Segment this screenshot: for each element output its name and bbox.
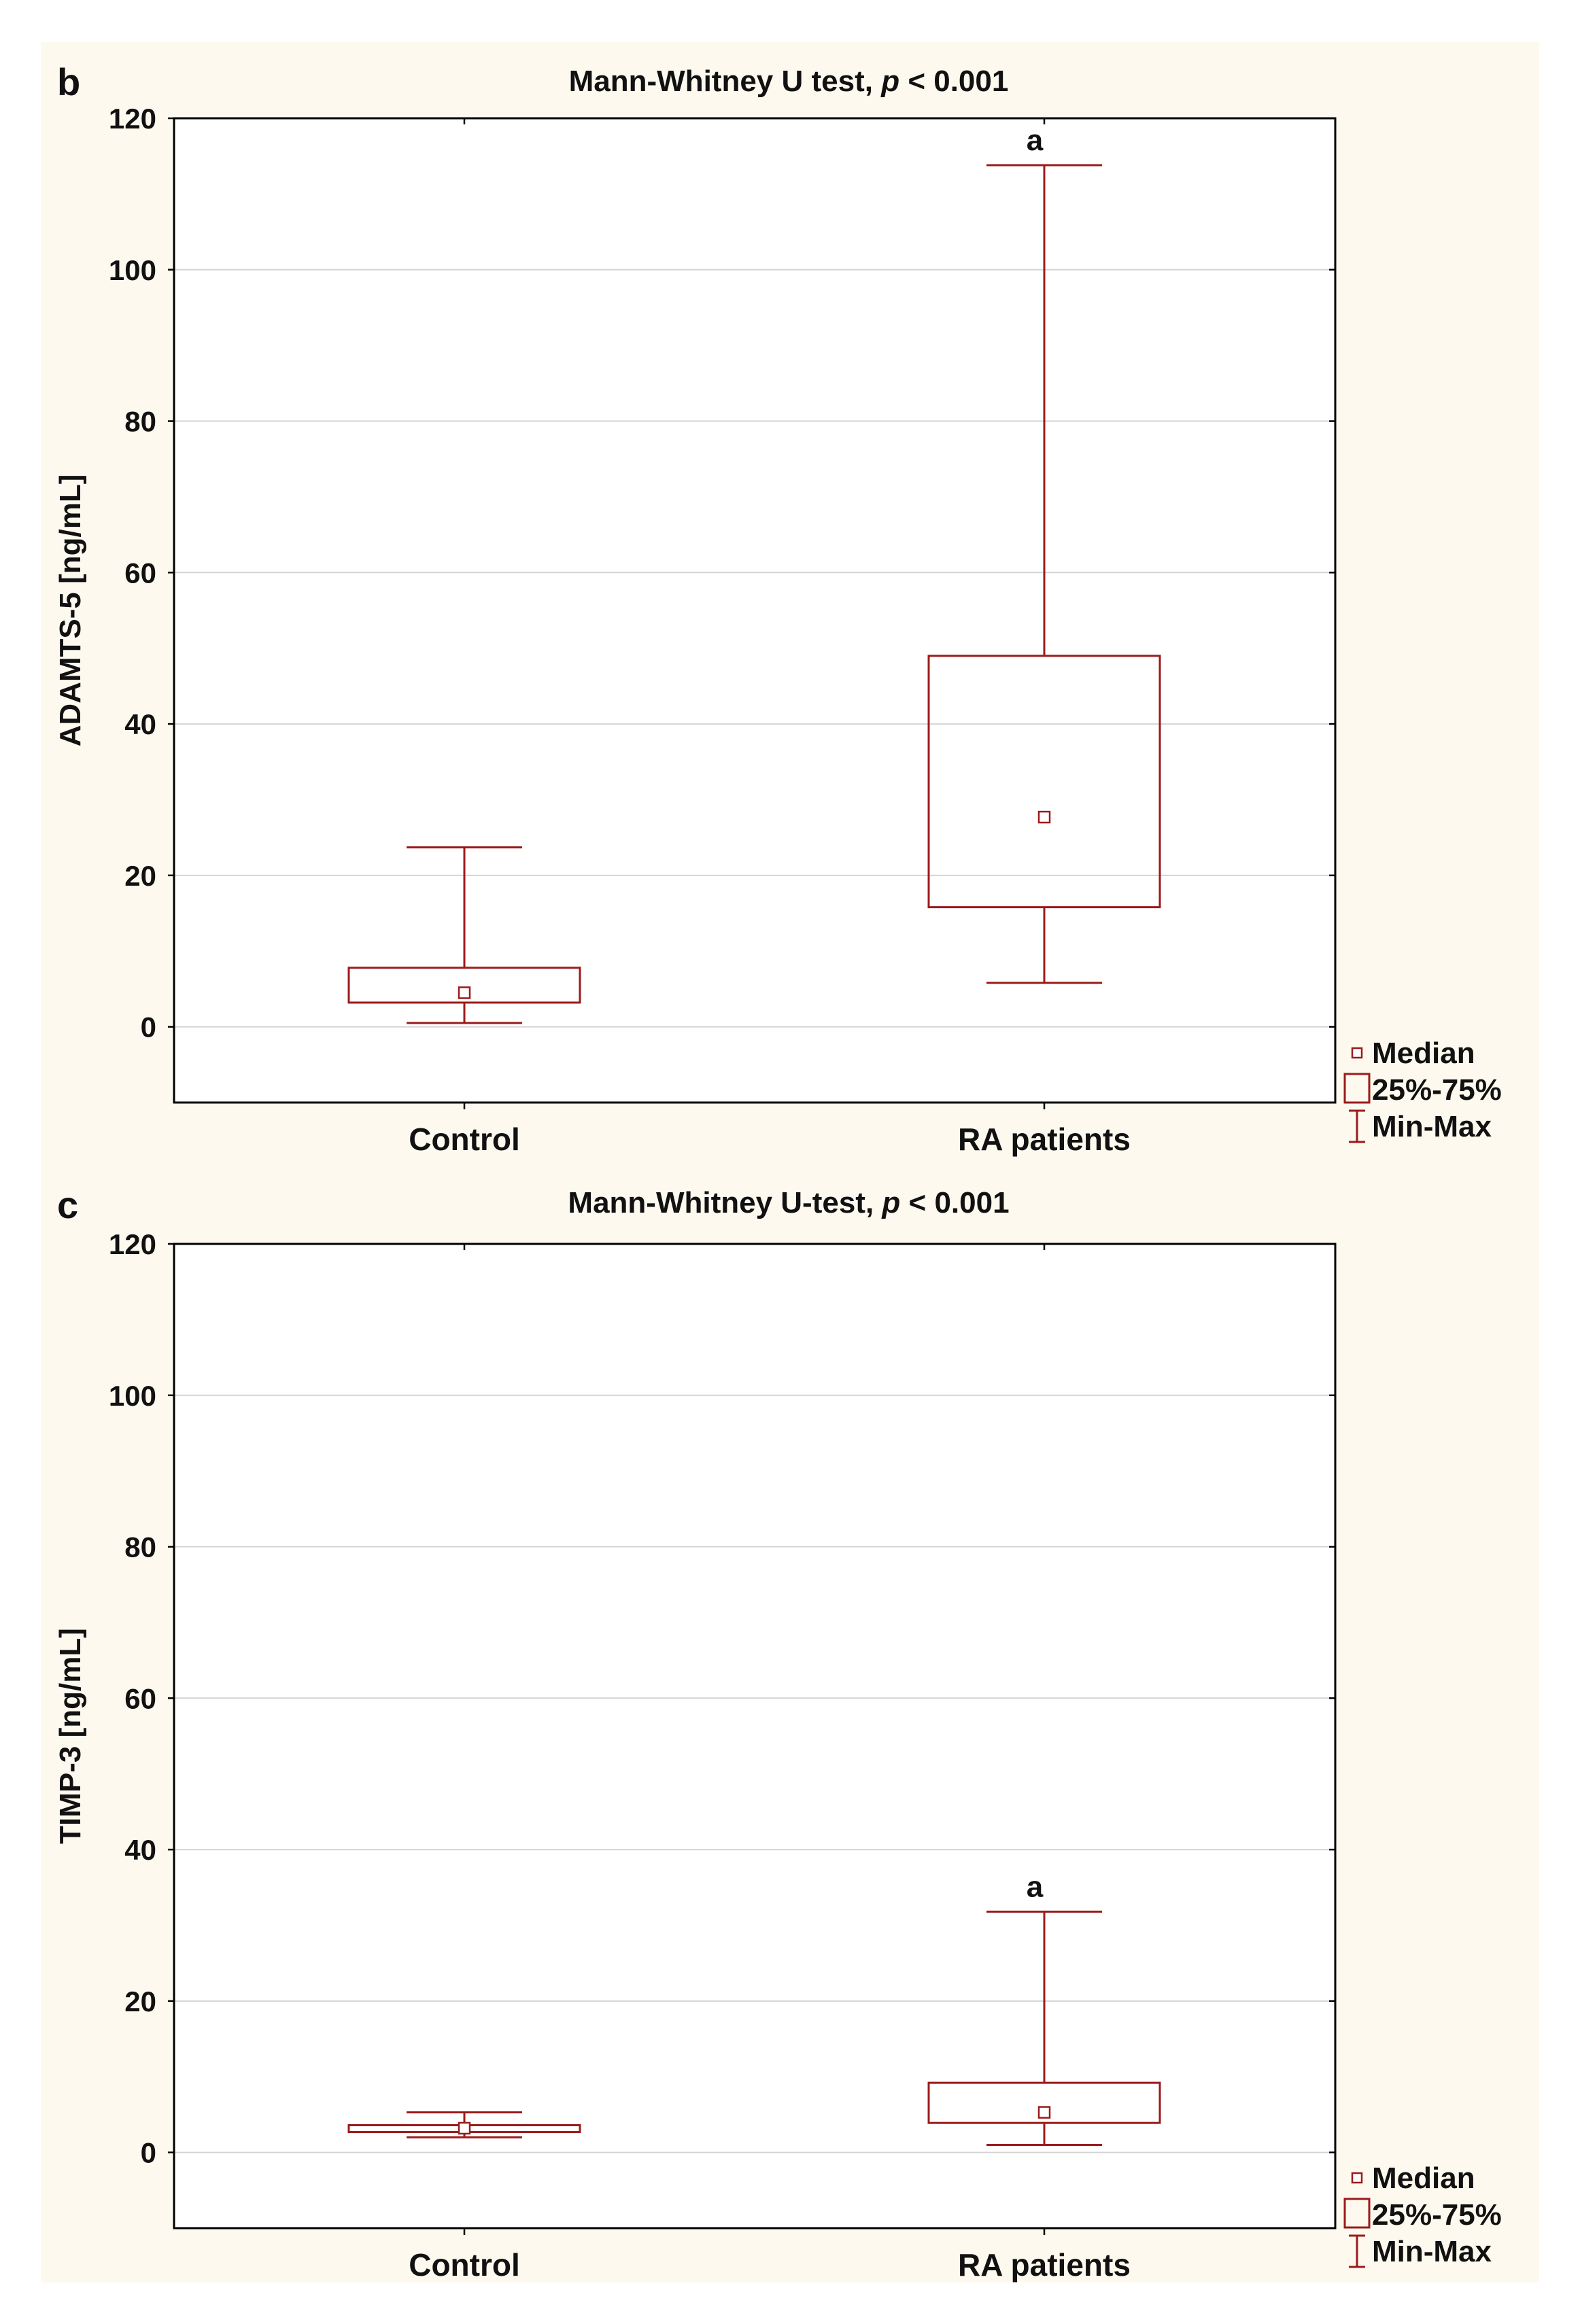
- plot-area: [174, 1244, 1335, 2228]
- y-axis-label: TIMP-3 [ng/mL]: [54, 1628, 87, 1844]
- chart-title: Mann-Whitney U-test, p < 0.001: [568, 1186, 1009, 1219]
- chart-title-text: Mann-Whitney U test,: [569, 65, 882, 98]
- chart-title-text: Mann-Whitney U-test,: [568, 1186, 882, 1219]
- y-axis-label: ADAMTS-5 [ng/mL]: [54, 474, 87, 747]
- legend-box-label: 25%-75%: [1372, 1073, 1502, 1107]
- legend-median-swatch: [1351, 1047, 1363, 1059]
- y-tick-label: 20: [124, 860, 156, 892]
- chart-title-suffix: < 0.001: [900, 1186, 1009, 1219]
- y-tick-label: 0: [141, 1011, 156, 1043]
- iqr-box: [927, 655, 1161, 909]
- plot-area: [174, 118, 1335, 1103]
- x-tick-label: Control: [409, 1122, 520, 1157]
- median-marker: [1037, 2106, 1051, 2119]
- legend-median-label: Median: [1372, 1037, 1475, 1070]
- y-tick-label: 60: [124, 557, 156, 589]
- median-marker: [458, 2121, 471, 2135]
- y-tick-label: 40: [124, 708, 156, 740]
- x-tick-label: RA patients: [958, 1122, 1131, 1157]
- box-control: [347, 2111, 581, 2138]
- y-tick-label: 100: [109, 254, 156, 286]
- plot-frame: [173, 117, 1337, 1104]
- box-control: [347, 846, 581, 1024]
- significance-annotation: a: [1027, 124, 1044, 157]
- y-tick-label: 20: [124, 1985, 156, 2017]
- panel-label: b: [57, 60, 80, 103]
- chart-title: Mann-Whitney U test, p < 0.001: [569, 65, 1009, 98]
- y-tick-label: 120: [109, 1228, 156, 1260]
- median-marker: [458, 986, 471, 999]
- chart-panel-b: 0 20 40 60 80 100 120 Control RA patients a Mann-W…: [54, 60, 1502, 1157]
- y-tick-label: 40: [124, 1834, 156, 1866]
- legend-whisker-label: Min-Max: [1372, 1110, 1492, 1143]
- box-ra-patients: a: [927, 1870, 1161, 2146]
- median-marker: [1037, 810, 1051, 824]
- legend-box-swatch: [1343, 2198, 1371, 2229]
- legend-median-swatch: [1351, 2172, 1363, 2184]
- legend-median-label: Median: [1372, 2162, 1475, 2195]
- y-tick-label: 0: [141, 2137, 156, 2169]
- plot-frame: [173, 1243, 1337, 2230]
- chart-title-p: p: [880, 65, 899, 98]
- y-tick-label: 80: [124, 406, 156, 438]
- x-tick-label: RA patients: [958, 2247, 1131, 2283]
- y-tick-label: 100: [109, 1380, 156, 1412]
- significance-annotation: a: [1027, 1870, 1044, 1903]
- panel-label: c: [57, 1183, 78, 1226]
- y-tick-label: 80: [124, 1531, 156, 1563]
- chart-title-p: p: [881, 1186, 900, 1219]
- legend-box-swatch: [1343, 1073, 1371, 1104]
- iqr-box: [347, 967, 581, 1004]
- box-ra-patients: a: [927, 124, 1161, 984]
- iqr-box: [927, 2081, 1161, 2124]
- legend-box-label: 25%-75%: [1372, 2198, 1502, 2232]
- y-tick-label: 60: [124, 1682, 156, 1714]
- x-tick-label: Control: [409, 2247, 520, 2283]
- chart-title-suffix: < 0.001: [899, 65, 1008, 98]
- y-tick-label: 120: [109, 103, 156, 135]
- legend-whisker-label: Min-Max: [1372, 2235, 1492, 2268]
- chart-panel-c: 0 20 40 60 80 100 120 Control RA patients a Mann-W…: [54, 1183, 1502, 2283]
